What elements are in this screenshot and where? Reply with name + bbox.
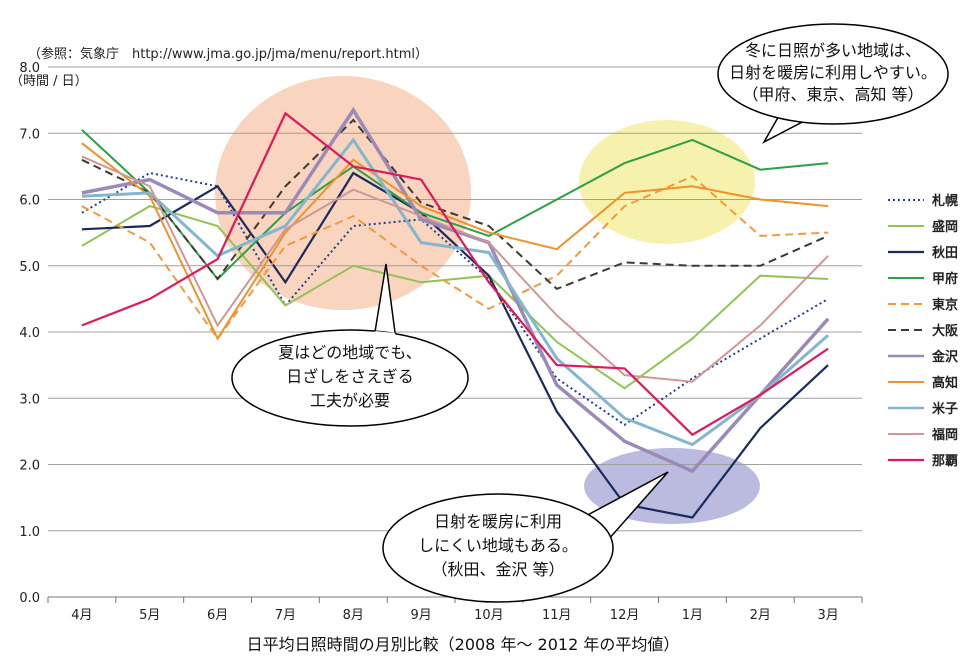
y-tick-label: 3.0 [19,392,40,407]
x-tick-label: 12月 [610,608,640,623]
y-tick-labels: 0.0 1.0 2.0 3.0 4.0 5.0 6.0 7.0 8.0 [19,61,40,606]
x-tick-label: 9月 [410,608,431,623]
callout-summer-line2: 日ざしをさえぎる [286,367,414,386]
x-tick-label: 8月 [343,608,364,623]
chart-title: 日平均日照時間の月別比較（2008 年～ 2012 年の平均値） [247,635,680,654]
y-tick-label: 2.0 [19,459,40,474]
callout-winter-sunny-line3: （甲府、東京、高知 等） [742,85,923,104]
x-tick-labels: 4月 5月 6月 7月 8月 9月 10月 11月 12月 1月 2月 3月 [47,597,863,623]
legend-label: 秋田 [932,245,958,261]
y-tick-label: 8.0 [19,61,40,76]
legend-label: 札幌 [931,193,958,209]
series-line-大阪 [81,118,829,291]
series-line-高知 [81,142,829,341]
x-tick-label: 1月 [682,608,703,623]
series-line-米子 [81,137,830,447]
x-tick-label: 4月 [71,608,92,623]
legend-label: 甲府 [932,271,958,287]
series-line-秋田 [81,171,829,519]
legend-label: 高知 [932,375,958,391]
legend-label: 盛岡 [932,219,958,235]
source-note: （参照：気象庁 http://www.jma.go.jp/jma/menu/re… [28,46,428,62]
x-tick-label: 2月 [750,608,771,623]
x-tick-label: 10月 [474,608,504,623]
y-tick-label: 7.0 [19,127,40,142]
callout-summer-line1: 夏はどの地域でも、 [278,343,422,362]
legend-label: 金沢 [931,349,959,365]
legend-label: 那覇 [932,454,958,469]
callout-winter-sunny-line2: 日射を暖房に利用しやすい。 [729,63,937,82]
y-tick-label: 0.0 [19,591,40,606]
series-line-東京 [81,175,829,341]
callout-winter-dark-line3: （秋田、金沢 等） [431,560,564,579]
x-tick-label: 3月 [817,608,838,623]
callout-winter-dark-line2: しにくい地域もある。 [418,536,578,555]
callout-winter-sunny-line1: 冬に日照が多い地域は、 [745,41,921,60]
summer-highlight [215,76,471,310]
y-tick-label: 6.0 [19,194,40,209]
legend-label: 大阪 [932,323,959,339]
x-tick-label: 7月 [275,608,296,623]
callout-summer: 夏はどの地域でも、 日ざしをさえぎる 工夫が必要 [231,263,469,427]
series-line-那覇 [81,111,829,437]
series-line-盛岡 [81,205,829,390]
x-tick-label: 6月 [207,608,228,623]
legend-label: 東京 [932,297,958,313]
y-tick-label: 1.0 [19,525,40,540]
series-lines [81,106,830,519]
callout-winter-dark: 日射を暖房に利用 しにくい地域もある。 （秋田、金沢 等） [382,471,669,603]
callout-winter-dark-line1: 日射を暖房に利用 [434,512,562,531]
callout-summer-line3: 工夫が必要 [310,391,390,410]
x-tick-label: 11月 [542,608,572,623]
y-tick-label: 4.0 [19,326,40,341]
x-tick-label: 5月 [139,608,160,623]
winter-sunny-highlight [579,120,755,244]
legend-label: 福岡 [931,427,958,443]
legend-label: 米子 [932,401,958,417]
y-axis-unit: （時間 / 日） [10,74,88,89]
callout-winter-sunny: 冬に日照が多い地域は、 日射を暖房に利用しやすい。 （甲府、東京、高知 等） [717,23,949,144]
y-tick-label: 5.0 [19,260,40,275]
